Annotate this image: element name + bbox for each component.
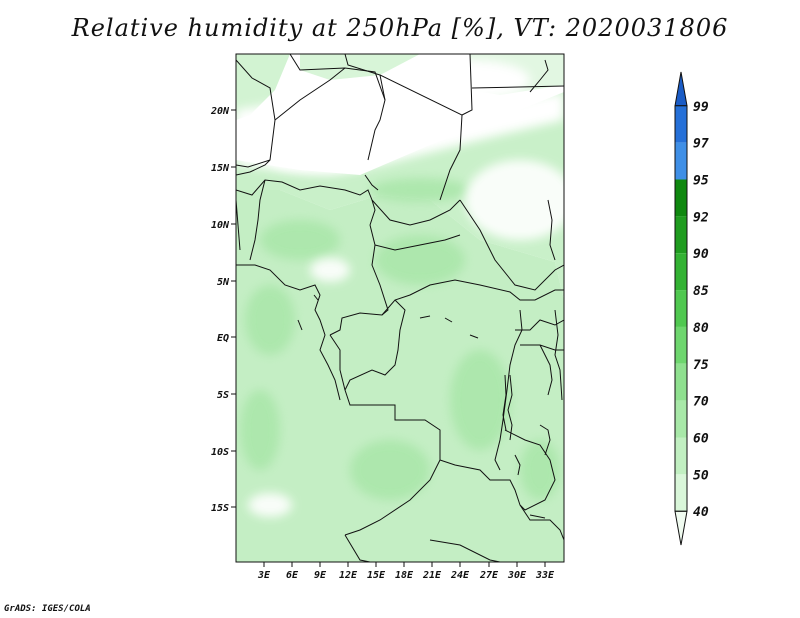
colorbar-swatch [675, 363, 687, 401]
colorbar: 40 50 60 70 75 80 85 90 92 95 97 99 [674, 71, 709, 546]
lon-label-33e: 33E [535, 570, 555, 581]
colorbar-label: 97 [693, 137, 709, 152]
colorbar-swatch [675, 216, 687, 254]
colorbar-label: 95 [693, 174, 709, 189]
colorbar-swatch [675, 437, 687, 475]
colorbar-swatch [675, 105, 687, 143]
map-title: Relative humidity at 250hPa [%], VT: 202… [71, 14, 729, 42]
colorbar-label: 99 [693, 100, 709, 115]
colorbar-label: 40 [693, 505, 709, 520]
lon-label-30e: 30E [507, 570, 527, 581]
lat-label-10s: 10S [211, 447, 229, 458]
lon-label-6e: 6E [286, 570, 299, 581]
lat-label-15s: 15S [211, 503, 229, 514]
humidity-shading [236, 54, 564, 562]
lon-label-24e: 24E [450, 570, 470, 581]
colorbar-swatch [675, 290, 687, 327]
lon-label-9e: 9E [314, 570, 327, 581]
colorbar-swatch [675, 179, 687, 217]
map-plot-area [236, 54, 564, 562]
lon-label-27e: 27E [479, 570, 499, 581]
colorbar-label: 75 [693, 358, 709, 373]
colorbar-label: 90 [693, 247, 709, 262]
colorbar-top-arrow [674, 71, 688, 107]
colorbar-swatch [675, 142, 687, 180]
colorbar-swatch [675, 326, 687, 364]
lat-label-5n: 5N [217, 277, 230, 288]
colorbar-label: 80 [693, 321, 709, 336]
lat-label-eq: EQ [217, 333, 229, 344]
country-borders [236, 54, 564, 562]
colorbar-label: 60 [693, 432, 709, 447]
longitude-ticks [263, 562, 546, 567]
lon-label-18e: 18E [395, 570, 414, 581]
latitude-ticks [231, 109, 236, 508]
colorbar-label: 70 [693, 395, 709, 410]
map-frame [235, 53, 565, 563]
colorbar-outline [674, 105, 688, 512]
lat-label-5s: 5S [217, 390, 229, 401]
lat-label-10n: 10N [211, 220, 230, 231]
colorbar-swatch [675, 474, 687, 512]
colorbar-bottom-arrow [674, 510, 688, 546]
lon-label-15e: 15E [367, 570, 386, 581]
lat-label-20n: 20N [210, 106, 230, 117]
colorbar-label: 92 [693, 210, 709, 225]
grads-credit: GrADS: IGES/COLA [4, 604, 91, 614]
colorbar-label: 85 [693, 284, 709, 299]
lon-label-3e: 3E [257, 570, 271, 581]
lon-label-21e: 21E [422, 570, 442, 581]
colorbar-swatch [675, 253, 687, 291]
lon-label-12e: 12E [339, 570, 358, 581]
lat-label-15n: 15N [211, 163, 230, 174]
colorbar-swatch [675, 400, 687, 438]
longitude-labels: 3E 6E 9E 12E 15E 18E 21E 24E 27E 30E 33E [257, 570, 555, 581]
colorbar-label: 50 [693, 468, 709, 483]
latitude-labels: 20N 15N 10N 5N EQ 5S 10S 15S [210, 106, 230, 514]
